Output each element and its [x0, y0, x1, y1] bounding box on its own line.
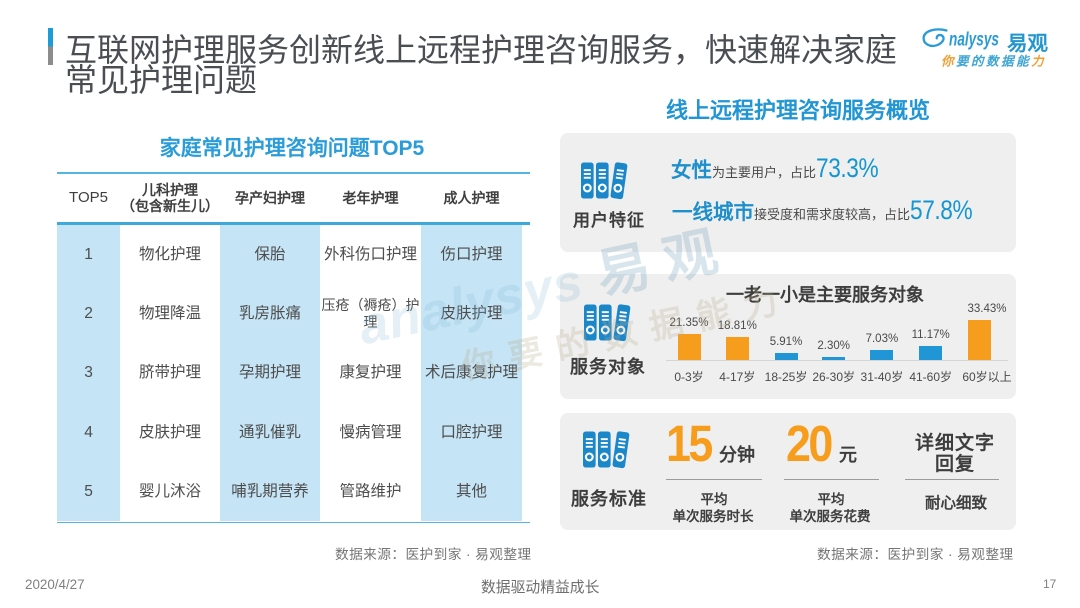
svg-text:nalysys: nalysys — [949, 30, 999, 51]
svg-text:易观: 易观 — [1007, 32, 1048, 55]
svg-text:你要的数据能力: 你要的数据能力 — [941, 55, 1045, 69]
